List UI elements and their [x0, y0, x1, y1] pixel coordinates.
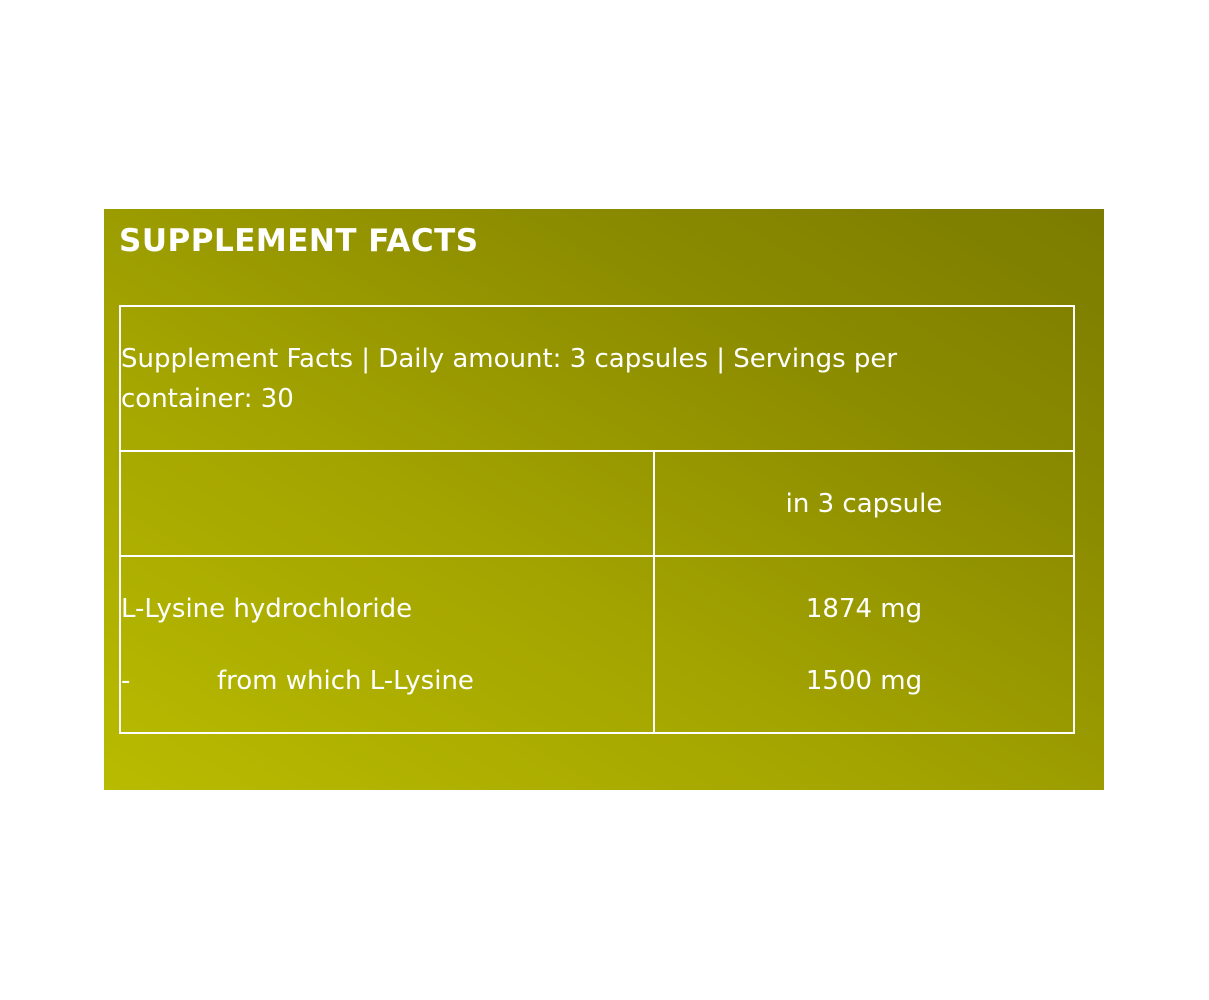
summary-row: Supplement Facts | Daily amount: 3 capsu…: [119, 305, 1075, 452]
header-row: in 3 capsule: [119, 450, 1075, 557]
header-empty-cell: [119, 450, 655, 557]
supplement-facts-table: Supplement Facts | Daily amount: 3 capsu…: [119, 305, 1075, 734]
panel-title: SUPPLEMENT FACTS: [119, 223, 479, 259]
ingredient-amount: 1500 mg: [805, 665, 923, 696]
header-amount-cell: in 3 capsule: [653, 450, 1075, 557]
supplement-facts-panel: SUPPLEMENT FACTS Supplement Facts | Dail…: [104, 209, 1104, 790]
ingredient-name: L-Lysine hydrochloride: [121, 593, 413, 624]
table-row: L-Lysine hydrochloride - from which L-Lys…: [119, 555, 1075, 734]
ingredient-name: - from which L-Lysine: [121, 645, 653, 717]
ingredient-sub-name: from which L-Lysine: [217, 665, 474, 696]
amount-cell: 1874 mg 1500 mg: [653, 555, 1075, 734]
ingredient-cell: L-Lysine hydrochloride - from which L-Lys…: [119, 555, 655, 734]
summary-cell: Supplement Facts | Daily amount: 3 capsu…: [119, 305, 1075, 452]
ingredient-amount: 1874 mg: [805, 593, 923, 624]
ingredient-prefix: -: [121, 665, 131, 696]
